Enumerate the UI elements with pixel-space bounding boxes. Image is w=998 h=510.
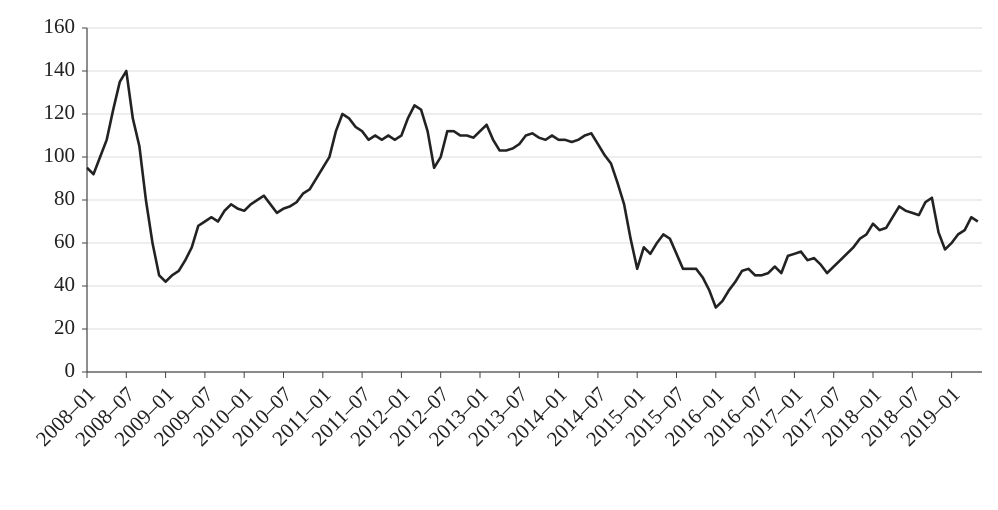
y-tick-label: 80 (54, 186, 75, 210)
y-tick-label: 0 (65, 358, 76, 382)
line (86, 69, 979, 309)
y-tick-label: 20 (54, 315, 75, 339)
y-tick-label: 160 (44, 14, 76, 38)
y-tick-label: 60 (54, 229, 75, 253)
y-tick-label: 120 (44, 100, 76, 124)
y-tick-label: 100 (44, 143, 76, 167)
y-tick-label: 140 (44, 57, 76, 81)
y-tick-label: 40 (54, 272, 75, 296)
